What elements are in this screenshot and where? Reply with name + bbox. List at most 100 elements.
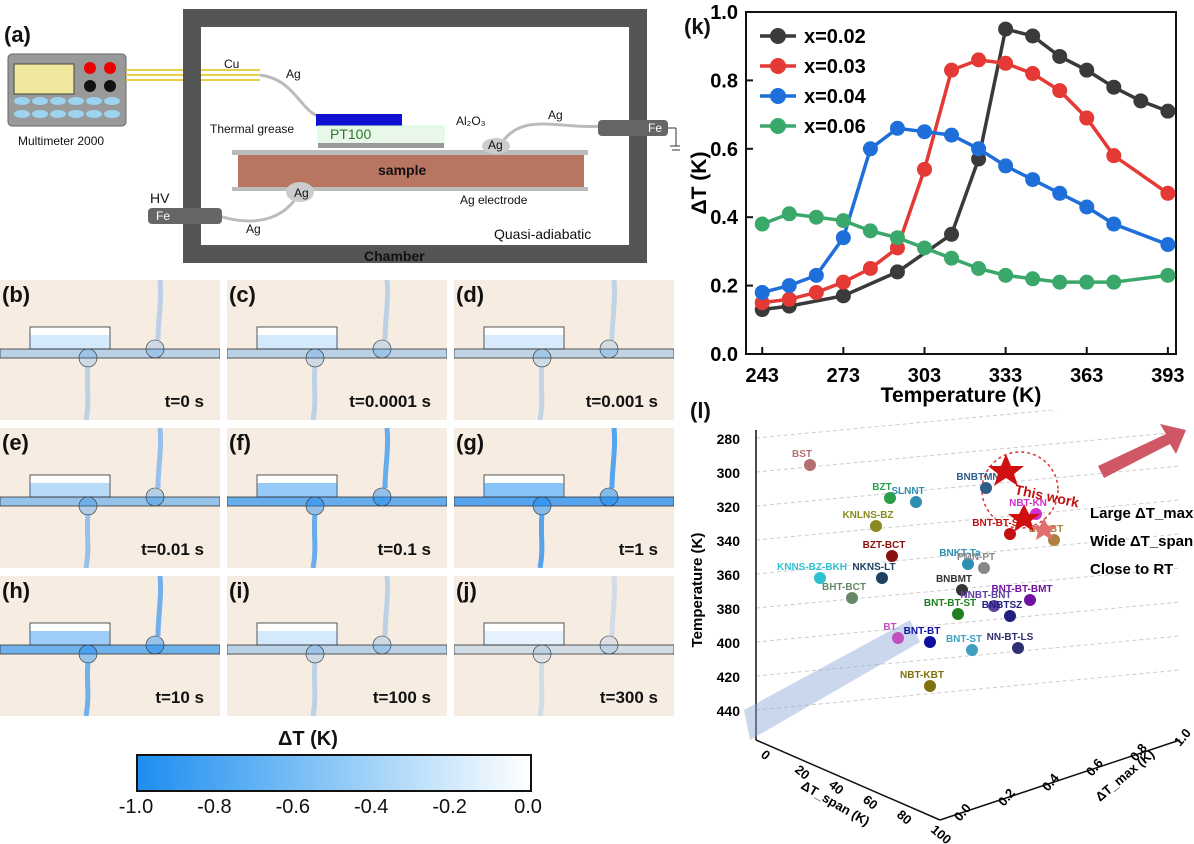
- panel-label: (f): [229, 430, 251, 455]
- panel-label: (h): [2, 578, 31, 603]
- panel-label: (d): [456, 282, 485, 307]
- material-point: [956, 584, 968, 596]
- ag-electrode-label: Ag electrode: [460, 193, 528, 207]
- material-label: BNT-BT-SBT: [972, 518, 1031, 529]
- ag-label-2: Ag: [548, 108, 563, 122]
- legend-label: x=0.03: [804, 56, 866, 78]
- cu-label: Cu: [224, 57, 240, 71]
- material-label: BNKT-Ta: [939, 548, 981, 559]
- ag-wire: [83, 365, 91, 420]
- z-tick-label: 360: [717, 567, 741, 583]
- material-point: [1024, 594, 1036, 606]
- material-label: NKNS-LT: [852, 562, 895, 573]
- material-point: [910, 496, 922, 508]
- pt100-fill: [257, 631, 337, 645]
- data-point: [998, 21, 1014, 37]
- data-point: [1160, 267, 1176, 283]
- data-point: [916, 161, 932, 177]
- material-point: [980, 482, 992, 494]
- z-axis-label: Temperature (K): [689, 533, 706, 648]
- legend-marker: [770, 88, 786, 104]
- data-point: [1133, 93, 1149, 109]
- time-label: t=10 s: [155, 688, 204, 707]
- pt100-fill: [257, 483, 337, 497]
- trend-note: Wide ΔT_span: [1090, 533, 1193, 550]
- material-point: [988, 600, 1000, 612]
- time-label: t=300 s: [599, 688, 658, 707]
- x-tick-label: 363: [1070, 365, 1103, 387]
- data-point: [916, 240, 932, 256]
- data-point: [1025, 172, 1041, 188]
- ag-contact: [532, 644, 552, 664]
- legend-marker: [770, 118, 786, 134]
- trend-band: [744, 620, 920, 740]
- colorbar-tick: 0.0: [514, 796, 542, 818]
- x-axis: [755, 739, 941, 821]
- material-label: BT: [883, 622, 896, 633]
- multimeter-label: Multimeter 2000: [18, 134, 105, 148]
- grid: [755, 410, 1181, 711]
- legend-label: x=0.06: [804, 116, 866, 138]
- material-point: [870, 520, 882, 532]
- sim-field: [0, 576, 220, 716]
- data-point: [835, 288, 851, 304]
- sim-field: [227, 280, 447, 420]
- data-point: [781, 291, 797, 307]
- grid-line: [755, 499, 1181, 541]
- trend-arrow: [1098, 424, 1186, 478]
- legend-marker: [770, 58, 786, 74]
- material-label: KNNS-BZ-BKH: [777, 562, 847, 573]
- time-label: t=0 s: [164, 392, 204, 411]
- y-tick-label: 0.6: [710, 139, 738, 161]
- data-point: [1025, 66, 1041, 82]
- chamber-label: Chamber: [364, 248, 425, 264]
- z-tick-label: 420: [717, 669, 741, 685]
- material-point: [886, 550, 898, 562]
- data-point: [754, 216, 770, 232]
- data-point: [944, 62, 960, 78]
- material-point: [884, 492, 896, 504]
- time-label: t=0.1 s: [377, 540, 431, 559]
- y-axis-label: ΔT (K): [688, 152, 711, 215]
- material-point: [1004, 610, 1016, 622]
- panel-label-a: (a): [4, 22, 31, 47]
- pt100-fill: [30, 335, 110, 349]
- ag-wire: [155, 576, 164, 637]
- pt100-fill: [257, 335, 337, 349]
- data-point: [1079, 199, 1095, 215]
- time-label: t=0.001 s: [585, 392, 658, 411]
- data-point: [862, 223, 878, 239]
- thermal-grease-label: Thermal grease: [210, 122, 295, 136]
- setup-diagram: [7, 9, 680, 263]
- x-tick-label: 273: [827, 365, 860, 387]
- panel-label-k: (k): [684, 14, 711, 39]
- x-tick-label: 0: [758, 747, 773, 763]
- material-point: [966, 644, 978, 656]
- material-point: [892, 632, 904, 644]
- ag-label-5: Ag: [246, 222, 261, 236]
- x-tick-label: 243: [746, 365, 779, 387]
- ag-contact: [305, 348, 325, 368]
- sim-field: [227, 428, 447, 568]
- sim-panel: (j) t=300 s: [454, 576, 674, 716]
- data-point: [754, 295, 770, 311]
- setup-panel: (a) Multimete: [0, 0, 680, 272]
- trend-note: Large ΔT_max: [1090, 505, 1194, 522]
- data-point: [781, 278, 797, 294]
- data-point: [1160, 237, 1176, 253]
- colorbar: ΔT (K) -1.0 -0.8 -0.6 -0.4 -0.2 0.0: [119, 728, 550, 828]
- ag-label-1: Ag: [286, 67, 301, 81]
- y-tick-label: 0.4: [1039, 770, 1063, 794]
- ag-contact: [145, 635, 165, 655]
- ag-wire: [155, 280, 164, 341]
- sim-field: [0, 280, 220, 420]
- sim-field: [227, 576, 447, 716]
- sim-field: [454, 576, 674, 716]
- x-tick-label: 80: [894, 807, 915, 828]
- grid-line: [755, 410, 1059, 439]
- sample-strip: [454, 644, 674, 655]
- sample-block: [238, 155, 584, 187]
- ag-contact: [532, 348, 552, 368]
- legend-marker: [770, 28, 786, 44]
- pt100-fill: [484, 631, 564, 645]
